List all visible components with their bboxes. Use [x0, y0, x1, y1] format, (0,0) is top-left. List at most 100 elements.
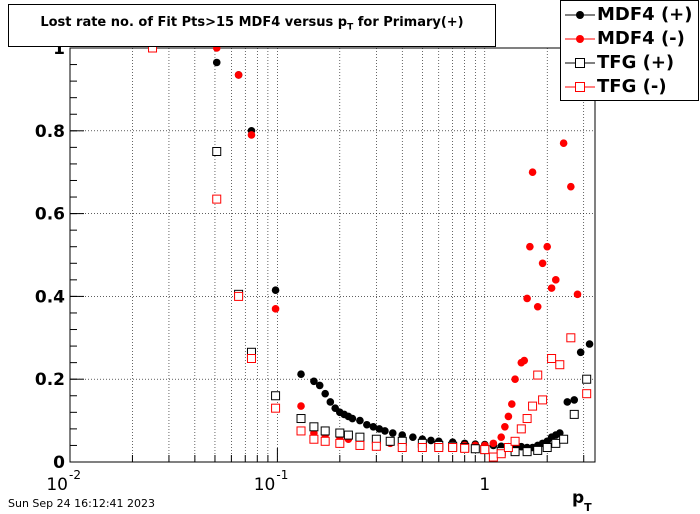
legend-label: TFG (+)	[597, 52, 675, 73]
data-point	[427, 436, 435, 445]
data-series	[148, 43, 594, 462]
y-tick-label: 0.6	[35, 205, 65, 225]
open-square-marker-icon	[565, 58, 595, 68]
x-tick-label-exponent: -1	[276, 468, 288, 482]
data-point	[326, 398, 335, 406]
data-point	[510, 436, 520, 446]
data-point	[343, 430, 353, 440]
data-point	[573, 290, 582, 299]
data-point	[271, 305, 280, 313]
data-point	[504, 412, 513, 421]
legend: MDF4 (+) MDF4 (-) TFG (+) TFG (-)	[560, 0, 699, 101]
data-point	[363, 420, 371, 429]
x-tick-label: 10 -2	[46, 468, 81, 495]
data-point	[335, 438, 345, 448]
x-tick-label-exponent: -2	[69, 468, 81, 482]
data-point	[542, 443, 552, 453]
data-point	[582, 389, 592, 399]
data-point	[417, 443, 427, 453]
data-point	[315, 381, 324, 390]
data-point	[497, 433, 505, 441]
data-point	[409, 433, 417, 441]
x-tick-label: 1	[479, 475, 490, 495]
x-axis-title: pT	[572, 488, 592, 514]
legend-item-tfg-plus: TFG (+)	[561, 51, 700, 75]
data-point	[503, 443, 513, 453]
data-point	[528, 401, 538, 411]
data-point	[555, 360, 565, 370]
data-point	[320, 426, 330, 436]
data-point	[246, 354, 256, 363]
x-tick-label-base: 1	[479, 475, 490, 495]
chart-title-box: Lost rate no. of Fit Pts>15 MDF4 versus …	[8, 4, 496, 47]
legend-label: MDF4 (+)	[597, 4, 693, 25]
legend-label: TFG (-)	[597, 76, 667, 97]
data-point	[309, 422, 319, 432]
x-tick-label-base: 10	[254, 475, 276, 495]
series-mdf4	[212, 58, 594, 452]
data-point	[533, 302, 542, 311]
open-square-marker-icon	[565, 82, 595, 92]
data-point	[522, 447, 532, 457]
data-point	[212, 147, 222, 156]
data-point	[551, 276, 560, 284]
data-point	[212, 58, 221, 67]
data-point	[528, 168, 537, 176]
data-point	[355, 440, 365, 450]
data-point	[538, 395, 548, 405]
data-point	[566, 333, 576, 343]
data-point	[296, 414, 306, 424]
data-point	[523, 294, 531, 303]
data-point	[247, 131, 256, 139]
data-point	[538, 259, 547, 268]
data-point	[582, 374, 592, 384]
data-point	[522, 414, 532, 424]
data-point	[567, 182, 575, 191]
data-point	[320, 436, 330, 446]
data-point	[480, 445, 490, 455]
data-point	[511, 375, 519, 384]
data-point	[520, 356, 529, 365]
legend-label: MDF4 (-)	[597, 28, 685, 49]
data-point	[356, 416, 364, 425]
data-point	[271, 403, 281, 413]
data-point	[516, 424, 526, 434]
data-point	[508, 400, 516, 408]
data-point	[335, 428, 345, 438]
data-point	[271, 391, 281, 401]
data-point	[296, 426, 306, 436]
data-point	[385, 436, 395, 446]
y-tick-label: 0.2	[35, 370, 65, 390]
legend-item-tfg-minus: TFG (-)	[561, 75, 700, 99]
data-point	[488, 452, 498, 462]
data-point	[234, 291, 244, 301]
legend-item-mdf4-minus: MDF4 (-)	[561, 27, 700, 51]
data-point	[533, 445, 543, 455]
data-point	[526, 242, 534, 251]
data-point	[547, 354, 557, 363]
data-point	[533, 370, 543, 380]
data-point	[271, 286, 280, 294]
data-point	[496, 449, 506, 459]
x-tick-label: 10 -1	[254, 468, 289, 495]
series-tfg	[148, 43, 592, 462]
axis-ticks	[69, 47, 585, 463]
data-point	[388, 429, 397, 437]
data-point	[501, 423, 509, 431]
data-point	[460, 443, 470, 453]
data-point	[369, 423, 378, 431]
data-point	[559, 434, 569, 444]
data-point	[309, 434, 319, 444]
data-point	[297, 402, 305, 410]
data-point	[559, 139, 568, 148]
data-point	[212, 194, 222, 204]
data-point	[543, 242, 552, 251]
legend-item-mdf4-plus: MDF4 (+)	[561, 3, 700, 27]
data-point	[585, 340, 594, 348]
data-point	[551, 438, 561, 448]
timestamp: Sun Sep 24 16:12:41 2023	[8, 497, 156, 510]
data-point	[310, 377, 318, 386]
y-tick-label: 0	[53, 453, 65, 473]
y-tick-label: 0.4	[35, 287, 65, 307]
